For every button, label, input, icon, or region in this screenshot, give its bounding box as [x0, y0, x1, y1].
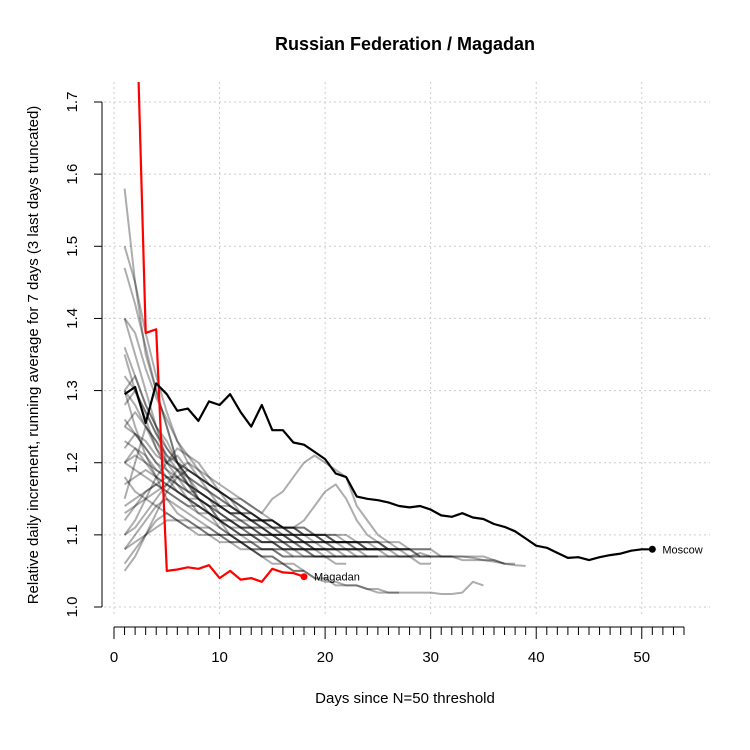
x-tick-label: 20 [317, 649, 334, 666]
series-label-magadan: Magadan [314, 572, 360, 584]
grid [104, 82, 710, 615]
background-series-line [123, 468, 389, 572]
background-series-line [123, 390, 294, 558]
background-series-line [124, 483, 378, 558]
background-series-line [124, 468, 431, 551]
series-line-magadan [137, 82, 305, 583]
y-tick-label: 1.6 [64, 164, 81, 185]
series-line-moscow [123, 382, 653, 562]
y-tick-label: 1.3 [64, 380, 81, 401]
x-axis: 0 10 20 30 40 50 [110, 626, 685, 666]
background-series-line [123, 476, 336, 558]
chart-title: Russian Federation / Magadan [275, 34, 535, 54]
background-series-line [123, 418, 484, 595]
background-series-line [123, 447, 378, 558]
background-series-line [123, 512, 347, 565]
background-series-line [124, 461, 452, 558]
x-tick-label: 0 [110, 649, 118, 666]
x-tick-label: 30 [422, 649, 439, 666]
series-end-point-magadan [300, 573, 308, 581]
background-series-group [123, 188, 526, 595]
main-series-group: Magadan Moscow [123, 82, 703, 584]
background-series-line [123, 267, 305, 572]
y-tick-label: 1.4 [64, 308, 81, 329]
series-end-point-moscow [648, 545, 656, 553]
x-axis-label: Days since N=50 threshold [315, 690, 495, 707]
background-series-line [123, 389, 357, 558]
background-series-line [123, 483, 421, 558]
background-series-line [124, 476, 410, 551]
background-series-line [123, 317, 326, 551]
y-axis: 1.0 1.1 1.2 1.3 1.4 1.5 1.6 1.7 [64, 92, 103, 618]
series-magadan [137, 82, 305, 583]
background-series-line [123, 318, 410, 558]
y-tick-label: 1.5 [64, 236, 81, 257]
background-series-line [123, 390, 526, 567]
background-series-line [123, 375, 399, 551]
background-series-line [123, 432, 410, 551]
background-series-line [124, 425, 431, 558]
background-series-line [123, 411, 357, 551]
y-tick-label: 1.1 [64, 524, 81, 545]
y-tick-label: 1.7 [64, 92, 81, 113]
background-series-line [123, 497, 326, 558]
background-series-line [124, 440, 368, 551]
series-label-moscow: Moscow [662, 544, 702, 556]
background-series-line [123, 375, 389, 551]
background-series-line [123, 188, 399, 594]
x-tick-label: 50 [633, 649, 650, 666]
y-tick-label: 1.0 [64, 597, 81, 618]
series-moscow [123, 382, 653, 562]
background-series-line [123, 246, 315, 551]
y-axis-label: Relative daily increment, running averag… [25, 106, 42, 605]
background-series-line [123, 447, 347, 558]
y-tick-label: 1.2 [64, 452, 81, 473]
background-series-line [123, 425, 431, 565]
background-series-line [124, 461, 378, 551]
background-series-line [124, 454, 505, 565]
background-series-line [123, 354, 368, 558]
x-tick-label: 10 [211, 649, 228, 666]
x-tick-label: 40 [528, 649, 545, 666]
background-series-line [124, 519, 516, 565]
